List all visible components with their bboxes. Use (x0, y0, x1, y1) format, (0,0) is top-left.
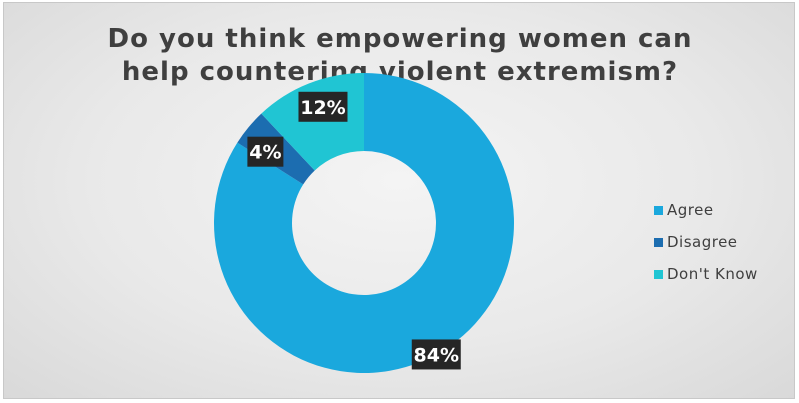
legend-swatch-agree (654, 205, 663, 215)
data-label-text-dont-know: 12% (300, 97, 345, 119)
data-label-text-disagree: 4% (249, 142, 281, 164)
data-label-box-dont-know (298, 91, 348, 122)
data-label-dont-know: 12% (298, 91, 348, 122)
chart-frame: Do you think empowering women can help c… (3, 2, 795, 399)
legend-item-agree: Agree (654, 199, 758, 221)
slice-agree (214, 73, 515, 373)
legend-item-dont-know: Don't Know (654, 263, 758, 285)
data-label-text-agree: 84% (414, 344, 459, 366)
legend-label-agree: Agree (667, 201, 714, 219)
chart-legend: Agree Disagree Don't Know (654, 199, 758, 295)
legend-label-dont-know: Don't Know (667, 265, 758, 283)
chart-title: Do you think empowering women can help c… (4, 23, 796, 89)
data-label-disagree: 4% (247, 136, 284, 167)
legend-swatch-disagree (654, 237, 663, 247)
data-label-agree: 84% (411, 339, 461, 370)
legend-swatch-dont-know (654, 269, 663, 279)
legend-item-disagree: Disagree (654, 231, 758, 253)
donut-chart: 84% 4% 12% (214, 73, 515, 373)
data-label-box-disagree (247, 136, 284, 167)
data-label-box-agree (411, 339, 461, 370)
chart-title-line-1: Do you think empowering women can (107, 24, 693, 54)
legend-label-disagree: Disagree (667, 233, 738, 251)
